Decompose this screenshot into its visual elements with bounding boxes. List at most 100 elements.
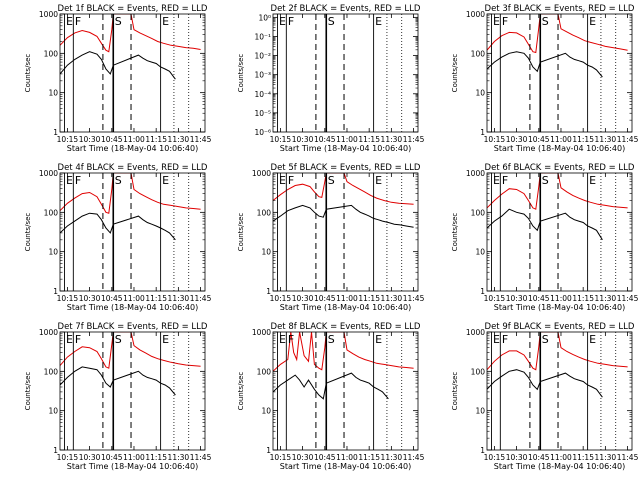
x-tick-label: 11:00	[550, 294, 572, 303]
x-tick-label: 10:45	[314, 294, 336, 303]
marker-label: E	[162, 174, 169, 187]
y-tick-label: 100	[471, 49, 486, 58]
x-tick-label: 11:45	[190, 135, 212, 144]
y-tick-label: 1000	[466, 10, 485, 19]
panel-title: Det 6f BLACK = Events, RED = LLD	[485, 163, 635, 173]
x-tick-label: 10:30	[79, 453, 101, 462]
series-lld-line	[487, 332, 628, 371]
panel-title: Det 1f BLACK = Events, RED = LLD	[58, 4, 208, 14]
y-axis-label: Counts/sec	[451, 54, 459, 93]
y-axis-label: Counts/sec	[451, 213, 459, 252]
y-tick-label: 100	[471, 367, 486, 376]
series-lld-line	[60, 332, 201, 369]
x-axis-label: Start Time (18-May-04 10:06:40)	[280, 462, 411, 471]
marker-label: E	[589, 15, 596, 28]
x-tick-label: 11:15	[145, 294, 167, 303]
y-tick-label: 1000	[252, 328, 271, 337]
x-axis-label: Start Time (18-May-04 10:06:40)	[494, 303, 625, 312]
x-tick-label: 11:45	[617, 294, 639, 303]
marker-label: E	[279, 15, 286, 28]
x-tick-label: 10:45	[101, 453, 123, 462]
x-tick-label: 10:45	[101, 294, 123, 303]
x-tick-label: 10:30	[506, 453, 528, 462]
y-tick-label: 10	[48, 407, 58, 416]
x-tick-label: 10:30	[79, 135, 101, 144]
y-tick-label: 100	[257, 367, 272, 376]
x-tick-label: 11:30	[168, 453, 190, 462]
marker-label: F	[75, 333, 81, 346]
x-tick-label: 10:30	[292, 294, 314, 303]
series-lld-line	[60, 14, 201, 53]
marker-label: F	[288, 15, 294, 28]
y-tick-label: 1	[480, 128, 485, 137]
x-tick-label: 11:15	[358, 135, 380, 144]
x-tick-label: 11:00	[123, 453, 145, 462]
x-tick-label: 11:30	[595, 135, 617, 144]
x-tick-label: 11:45	[190, 453, 212, 462]
y-axis-label: Counts/sec	[237, 213, 245, 252]
marker-label: S	[328, 333, 335, 346]
marker-label: E	[162, 15, 169, 28]
y-tick-label: 1000	[39, 169, 58, 178]
x-axis-label: Start Time (18-May-04 10:06:40)	[280, 144, 411, 153]
x-tick-label: 11:45	[617, 453, 639, 462]
x-tick-label: 10:15	[484, 453, 506, 462]
y-tick-label: 10	[261, 248, 271, 257]
x-tick-label: 10:45	[528, 453, 550, 462]
marker-label: E	[589, 333, 596, 346]
marker-label: S	[542, 333, 549, 346]
x-tick-label: 11:00	[550, 453, 572, 462]
y-tick-label: 1	[53, 287, 58, 296]
series-events-line	[273, 372, 389, 400]
x-tick-label: 10:45	[314, 135, 336, 144]
y-tick-label: 10⁻⁵	[254, 109, 271, 118]
y-tick-label: 10	[48, 248, 58, 257]
series-events-line	[487, 51, 603, 78]
marker-label: E	[375, 174, 382, 187]
y-axis-label: Counts/sec	[237, 54, 245, 93]
marker-label: F	[502, 174, 508, 187]
marker-label: E	[375, 15, 382, 28]
x-axis-label: Start Time (18-May-04 10:06:40)	[67, 303, 198, 312]
panel-title: Det 9f BLACK = Events, RED = LLD	[485, 322, 635, 332]
panel-title: Det 8f BLACK = Events, RED = LLD	[271, 322, 421, 332]
y-axis-label: Counts/sec	[24, 54, 32, 93]
x-tick-label: 11:30	[595, 453, 617, 462]
marker-label: E	[493, 15, 500, 28]
y-tick-label: 10⁻¹	[254, 32, 271, 41]
marker-label: F	[502, 15, 508, 28]
plot-frame	[486, 331, 633, 451]
y-tick-label: 10	[475, 248, 485, 257]
x-tick-label: 10:30	[79, 294, 101, 303]
plot-frame	[59, 172, 206, 292]
x-tick-label: 11:45	[190, 294, 212, 303]
y-tick-label: 10	[48, 89, 58, 98]
x-tick-label: 11:45	[403, 453, 425, 462]
x-tick-label: 11:45	[403, 294, 425, 303]
x-tick-label: 10:15	[270, 135, 292, 144]
y-tick-label: 1000	[39, 328, 58, 337]
y-tick-label: 1000	[39, 10, 58, 19]
x-tick-label: 11:00	[336, 294, 358, 303]
x-tick-label: 10:15	[57, 294, 79, 303]
y-tick-label: 100	[44, 49, 59, 58]
marker-label: F	[75, 15, 81, 28]
x-tick-label: 10:30	[292, 453, 314, 462]
x-tick-label: 11:30	[595, 294, 617, 303]
plot-frame	[486, 172, 633, 292]
marker-label: S	[328, 15, 335, 28]
plot-frame	[272, 13, 419, 133]
x-tick-label: 10:30	[506, 135, 528, 144]
plot-frame	[59, 13, 206, 133]
x-tick-label: 11:15	[358, 453, 380, 462]
y-tick-label: 10⁻⁴	[254, 90, 271, 99]
marker-label: E	[493, 174, 500, 187]
x-tick-label: 11:15	[572, 294, 594, 303]
series-events-line	[60, 366, 176, 396]
